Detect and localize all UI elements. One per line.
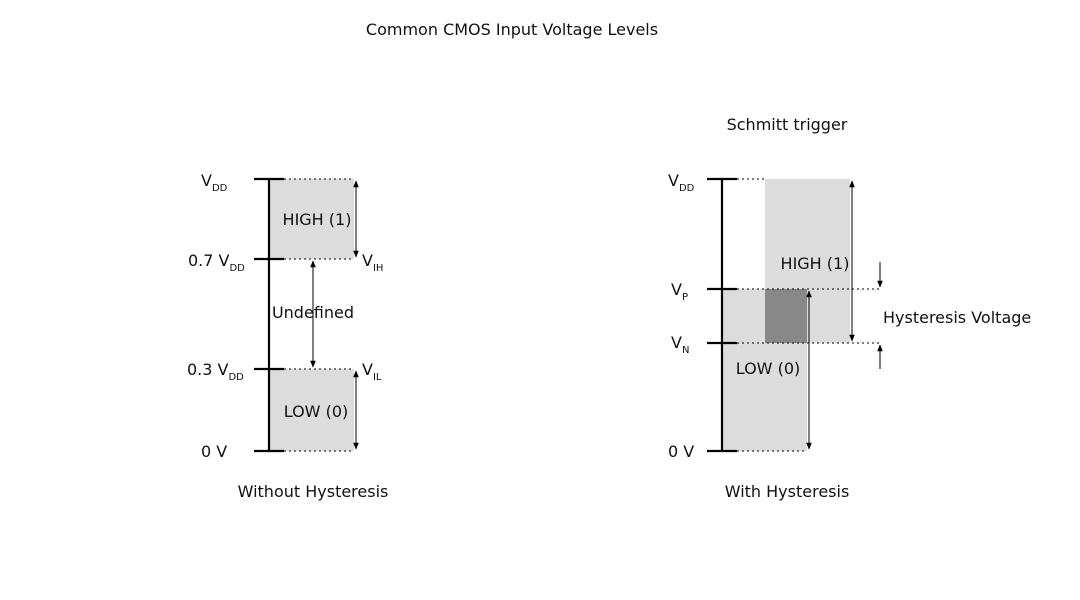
left-label-vil: VIL (362, 360, 382, 383)
left-panel: VDD 0.7 VDD 0.3 VDD 0 V VIH VIL HIGH (1)… (187, 171, 388, 501)
left-high-label: HIGH (1) (283, 210, 352, 229)
hysteresis-voltage-label: Hysteresis Voltage (883, 308, 1031, 327)
left-label-vdd: VDD (201, 171, 228, 194)
right-panel: Schmitt trigger VDD VP VN 0 V HIGH (1) L… (668, 115, 1031, 501)
right-label-vdd: VDD (668, 171, 695, 194)
left-low-region (269, 369, 354, 451)
diagram-title: Common CMOS Input Voltage Levels (366, 20, 658, 39)
right-caption: With Hysteresis (725, 482, 850, 501)
left-label-07vdd: 0.7 VDD (188, 251, 245, 274)
right-label-vp: VP (671, 280, 688, 303)
left-caption: Without Hysteresis (238, 482, 389, 501)
left-undefined-label: Undefined (272, 303, 354, 322)
right-heading: Schmitt trigger (727, 115, 848, 134)
left-label-0v: 0 V (201, 442, 227, 461)
right-high-label: HIGH (1) (781, 254, 850, 273)
right-label-0v: 0 V (668, 442, 694, 461)
left-label-vih: VIH (362, 251, 383, 274)
right-hysteresis-overlap (765, 289, 807, 343)
right-low-label: LOW (0) (736, 359, 801, 378)
left-high-region (269, 179, 354, 259)
left-low-label: LOW (0) (284, 402, 349, 421)
left-label-03vdd: 0.3 VDD (187, 360, 244, 383)
right-label-vn: VN (671, 333, 689, 356)
